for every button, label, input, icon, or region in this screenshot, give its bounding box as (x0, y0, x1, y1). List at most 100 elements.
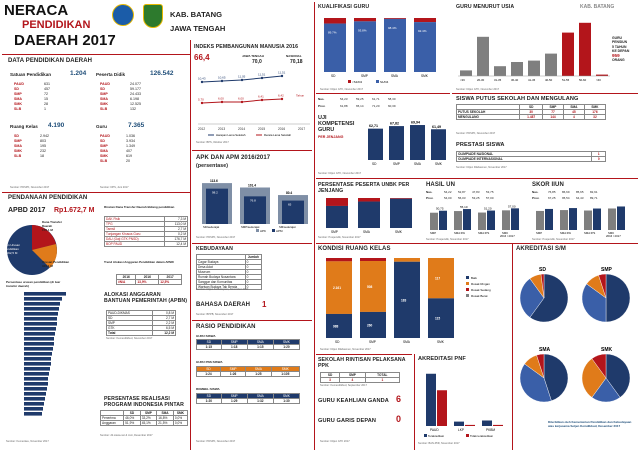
data-pend-source-2: Sumber: DPS, Juni 2017 (100, 186, 129, 189)
pnf-chart: PAUD LKP PKBM Terakreditasi Tidak terakredit… (424, 373, 503, 438)
stat-value: 59,25 (356, 97, 364, 101)
percent-bar (24, 407, 43, 411)
realisasi-title: PERSENTASE REALISASI PROGRAM INDONESIA P… (104, 396, 184, 408)
rasio-source: Sumber: PDSPK, November 2017 (196, 440, 236, 443)
non-urusan-label: Non Urusan Pendidikan 1.192,5 M (4, 243, 21, 255)
iiun-2017-bar (569, 208, 577, 230)
uk-bar (410, 125, 425, 160)
kondisi-category: SD (335, 340, 340, 344)
kondisi-segment (326, 258, 352, 262)
hasil-value: 50,75 (436, 207, 444, 211)
hasil-value: 57,00 (508, 204, 516, 208)
rasio-guru-table: SD SMP SMA SMK 1:15 1:18 1:15 1:20 (196, 339, 301, 350)
usia-bar (579, 22, 591, 76)
ipm-rls-label: 6,42 (278, 94, 284, 98)
peserta-list: PAUD 24.077 SD 59.177 SMP 24.433 SMA 6.198 S… (100, 82, 141, 111)
rintisan-source: Sumber: Kemendikbud, September 2017 (320, 384, 368, 387)
kual-legend2 (376, 80, 379, 83)
pnf-legend1-label: Terakreditasi (428, 434, 444, 438)
kondisi-legend-swatch (466, 276, 469, 279)
apk-bar-chart: 113.6 98.2 SD/sederajat 101.4 76.8 SMP/sedera… (202, 179, 308, 233)
keahlian-value: 6 (396, 394, 402, 404)
apm-legend (272, 229, 275, 232)
kual-legend2-label: S1/D4 (380, 80, 389, 84)
alokasi-title: ALOKASI ANGGARAN BANTUAN PEMERINTAH (APB… (104, 292, 188, 304)
rintisan-title: SEKOLAH RINTISAN PELAKSANA PPK (318, 357, 406, 369)
hasil-value: 51,20 (484, 207, 492, 211)
uk-bar (368, 128, 383, 160)
stat-value: 89,71 (590, 196, 598, 200)
uk-source: Sumber: Ditjen GTK, November 2017 (318, 172, 362, 175)
apk-value: 80.4 (286, 191, 292, 195)
unbk-non-bar (326, 198, 348, 206)
stat-value: 67,25 (548, 196, 556, 200)
putus-title: SISWA PUTUS SEKOLAH DAN MENGULANG (456, 96, 579, 102)
apm-bar (244, 196, 266, 224)
stat-value: 85,65 (576, 190, 584, 194)
hasil-un-title: HASIL UN (426, 182, 456, 188)
uk-nas-label: Nas. (318, 97, 325, 101)
usia-chart: <26 26-30 31-35 36-40 41-45 46-50 51-55 56-60 >6… (458, 22, 610, 82)
kondisi-segment (394, 258, 420, 262)
uk-category: SD (372, 162, 377, 166)
rasio-guru-label: GURU:SISWA (196, 334, 216, 338)
hasil-2016-bar (478, 212, 486, 230)
usia-bar (596, 74, 608, 76)
kondisi-legend-swatch (466, 288, 469, 291)
iiun-2016-bar (560, 210, 568, 230)
ipm-rls-label: 6,41 (258, 95, 264, 99)
apm-value: 98.2 (212, 191, 218, 195)
pnf-category: PAUD (430, 428, 439, 432)
apk-legend-label: APK (260, 229, 266, 233)
unbk-non-bar (390, 198, 412, 199)
usia-bar (511, 62, 523, 76)
uk-chart: 62,71 SD 67,82 SMP 69,94 SMA 61,49 SMK (368, 121, 446, 166)
realisasi-source: Sumber: dit.siswa.net & Juni, Desember 2… (100, 434, 153, 437)
ipm-rls-label: 5,70 (198, 98, 204, 102)
ipm-value: 66,4 (194, 53, 210, 62)
akreditasi-slice (529, 273, 569, 323)
kondisi-title: KONDISI RUANG KELAS (318, 246, 391, 252)
rincian-table: DAK Fisik 7,3 M TPG 113,0 M Tamsil 2,7 M Tu… (104, 216, 189, 247)
garis-depan-value: 0 (396, 414, 402, 424)
akreditasi-slice (605, 353, 631, 398)
kual-value: 93.8% (358, 28, 367, 32)
kondisi-segment (360, 261, 386, 312)
ruang-label: Ruang Kelas (10, 124, 38, 129)
kual-s1-bar (384, 18, 406, 73)
stat-value: 82,91 (590, 190, 598, 194)
iiun-prov-label: Prov. (532, 196, 540, 200)
iiun-2016-bar (608, 208, 616, 230)
garis-depan-source: Sumber: Ditjen GTK 2017 (320, 440, 350, 443)
ipm-hls-point (220, 79, 224, 83)
usia-title: GURU MENURUT USIA (456, 4, 515, 10)
kab-logo (143, 4, 163, 28)
kondisi-value: 117 (435, 277, 440, 281)
persentase-bars (24, 292, 66, 416)
usia-category: 56-60 (579, 78, 587, 82)
uk-category: SMP (393, 162, 400, 166)
apbd-value: Rp1.672,7 M (54, 207, 95, 214)
hasil-2016-bar (430, 212, 438, 230)
percent-bar (24, 322, 57, 326)
kual-category: SMA (391, 74, 399, 78)
unbk-category: SMK (395, 230, 403, 234)
ipm-year-tick: 2014 (238, 127, 245, 131)
akreditasi-slice (598, 273, 607, 299)
pnf-title: AKREDITASI PNF (418, 356, 466, 362)
iiun-2017-bar (593, 208, 601, 230)
apm-value: 76.8 (250, 198, 256, 202)
peserta-total: 126.542 (150, 70, 174, 77)
unbk-bar (358, 201, 380, 228)
kondisi-segment (360, 311, 386, 338)
usia-category: 36-40 (511, 78, 519, 82)
pnf-tidak-bar (437, 390, 447, 426)
akreditasi-pie-title: SD (539, 267, 546, 273)
akreditasi-slice (519, 363, 552, 403)
percent-bar (24, 387, 47, 391)
kondisi-legend-label: Rusak Sedang (471, 288, 491, 292)
kondisi-chart: 2.161 988 SD 508 260 SMP 183 SMA 117 115 SMK Baik Ru… (326, 258, 491, 344)
akreditasi-slice (591, 353, 607, 379)
kual-s1-bar (414, 22, 436, 72)
